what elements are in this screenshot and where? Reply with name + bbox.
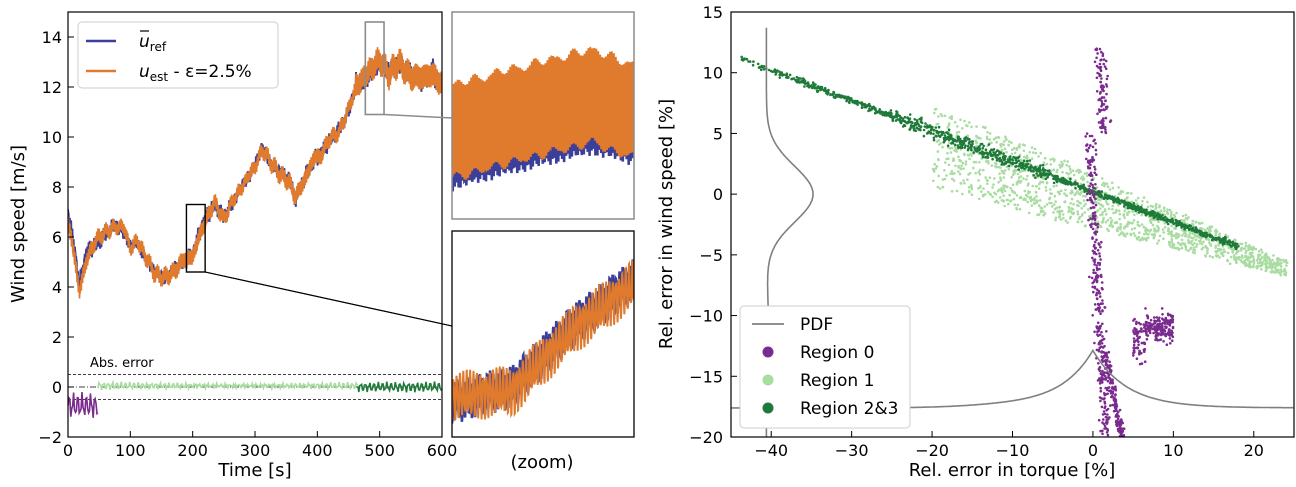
series-est-line: [68, 47, 442, 299]
scatter-y-tick-label: −15: [689, 367, 723, 386]
region0-points: [1084, 47, 1175, 437]
scatter-x-axis-label: Rel. error in torque [%]: [909, 460, 1116, 481]
zoom-box-top: [364, 21, 385, 116]
legend-est-label: uest - ε=2.5%: [139, 62, 252, 84]
zoom-connector-top: [383, 113, 453, 119]
legend-est-suffix: - ε=2.5%: [168, 62, 252, 82]
scatter-y-tick-label: −20: [689, 428, 723, 447]
scatter-y-tick-label: 15: [703, 3, 723, 22]
zoom-box-bottom: [185, 203, 206, 273]
main-y-tick-label: −2: [38, 428, 62, 447]
zoom-top-frame: [451, 11, 635, 220]
scatter-x-tick-label: −30: [835, 441, 869, 460]
abs-error-region0: [68, 392, 99, 418]
main-x-tick-label: 200: [177, 441, 208, 460]
zoom-label: (zoom): [510, 452, 573, 473]
main-y-axis-label: Wind speed [m/s]: [8, 145, 29, 303]
main-x-axis-label: Time [s]: [217, 460, 291, 481]
main-y-tick-label: 6: [52, 228, 62, 247]
main-y-tick-label: 12: [42, 78, 62, 97]
legend-ref-label: uref: [139, 32, 167, 54]
scatter-x-tick-label: −40: [754, 441, 788, 460]
zoom-est-line: [452, 260, 634, 421]
zoom-bottom-frame: [451, 230, 635, 438]
scatter-y-tick-label: 10: [703, 64, 723, 83]
scatter-x-tick-label: −10: [996, 441, 1030, 460]
legend-region-1-label: Region 1: [800, 371, 874, 391]
scatter-y-axis-label: Rel. error in wind speed [%]: [656, 99, 677, 349]
main-y-tick-label: 2: [52, 328, 62, 347]
legend-region-2-3-label: Region 2&3: [800, 399, 899, 419]
abs-error-region1: [97, 379, 359, 392]
zoom-bottom-panel: [451, 230, 635, 438]
main-x-tick-label: 0: [63, 441, 73, 460]
main-y-tick-label: 0: [52, 378, 62, 397]
main-y-tick-label: 10: [42, 128, 62, 147]
main-x-tick-label: 400: [302, 441, 333, 460]
scatter-x-tick-label: −20: [915, 441, 949, 460]
main-y-tick-label: 14: [42, 28, 62, 47]
scatter-y-tick-label: −10: [689, 307, 723, 326]
scatter-y-tick-label: 0: [713, 185, 723, 204]
legend-est-subscript: est: [150, 70, 169, 84]
scatter-panel: −40 −30 −20 −10 0 10 20 −20 −15 −10 −5 0 5 10 15 Rel. …: [656, 3, 1295, 481]
main-x-tick-label: 500: [364, 441, 395, 460]
main-x-tick-label: 100: [115, 441, 146, 460]
legend-pdf-label: PDF: [800, 315, 833, 335]
region1-points: [931, 107, 1289, 277]
main-legend: uref uest - ε=2.5%: [77, 21, 279, 89]
legend-ref-symbol: u: [139, 32, 150, 52]
zoom-connectors: [205, 113, 453, 327]
legend-region-0-swatch: [762, 346, 774, 358]
legend-region-2-3-swatch: [762, 402, 774, 414]
legend-region-0-label: Region 0: [800, 343, 874, 363]
legend-ref-subscript: ref: [150, 40, 167, 54]
zoom-top-panel: [451, 11, 635, 220]
scatter-x-tick-label: 0: [1088, 441, 1098, 460]
main-x-tick-label: 600: [427, 441, 458, 460]
main-x-tick-label: 300: [240, 441, 271, 460]
legend-region-1-swatch: [762, 374, 774, 386]
region2and3-points: [740, 55, 1240, 251]
legend-est-symbol: u: [139, 62, 150, 82]
scatter-x-tick-label: 20: [1244, 441, 1264, 460]
main-y-tick-label: 8: [52, 178, 62, 197]
scatter-legend: PDF Region 0 Region 1 Region 2&3: [739, 305, 911, 429]
main-y-tick-label: 4: [52, 278, 62, 297]
scatter-y-tick-label: 5: [713, 124, 723, 143]
abs-error-region2: [357, 380, 442, 394]
zoom-est-line: [452, 46, 634, 180]
abs-error-annotation: Abs. error: [90, 356, 154, 371]
scatter-x-tick-label: 10: [1163, 441, 1183, 460]
scatter-y-tick-label: −5: [699, 246, 723, 265]
